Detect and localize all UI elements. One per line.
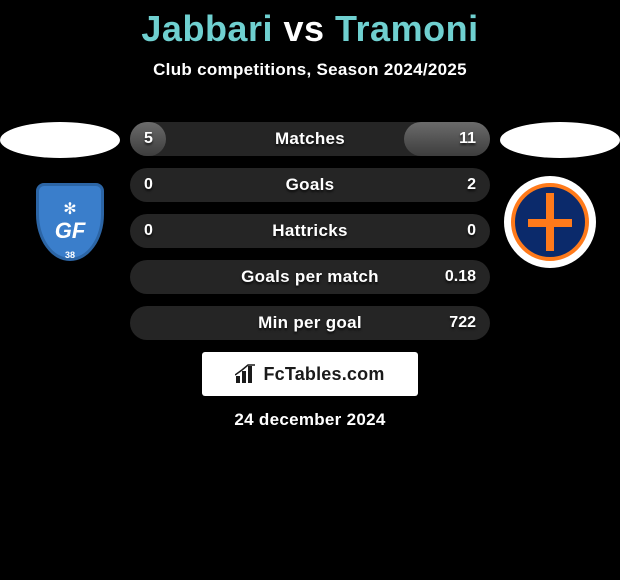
player1-silhouette bbox=[0, 122, 120, 158]
vs-text: vs bbox=[283, 8, 324, 49]
page-title: Jabbari vs Tramoni bbox=[0, 0, 620, 50]
stat-label: Goals per match bbox=[241, 267, 379, 287]
stat-value-left: 0 bbox=[144, 222, 153, 240]
stat-label: Goals bbox=[286, 175, 335, 195]
attribution-text: FcTables.com bbox=[263, 364, 384, 385]
stat-bars: 5 Matches 11 0 Goals 2 0 Hattricks 0 Goa… bbox=[130, 122, 490, 352]
stat-value-right: 11 bbox=[459, 130, 476, 148]
stat-label: Hattricks bbox=[272, 221, 347, 241]
player2-name: Tramoni bbox=[335, 8, 479, 49]
stat-value-right: 722 bbox=[449, 314, 476, 332]
stat-value-right: 0 bbox=[467, 222, 476, 240]
stat-bar: 0 Hattricks 0 bbox=[130, 214, 490, 248]
stat-value-left: 5 bbox=[144, 130, 153, 148]
stat-bar: Goals per match 0.18 bbox=[130, 260, 490, 294]
stat-value-left: 0 bbox=[144, 176, 153, 194]
player1-name: Jabbari bbox=[141, 8, 273, 49]
team-badge-right bbox=[504, 176, 596, 268]
stat-bar: Min per goal 722 bbox=[130, 306, 490, 340]
stat-value-right: 0.18 bbox=[445, 268, 476, 286]
stat-label: Matches bbox=[275, 129, 345, 149]
stat-label: Min per goal bbox=[258, 313, 362, 333]
bar-fill-right bbox=[404, 122, 490, 156]
tappara-axe-icon bbox=[511, 183, 589, 261]
stat-bar: 5 Matches 11 bbox=[130, 122, 490, 156]
attribution-box: FcTables.com bbox=[202, 352, 418, 396]
grenoble-shield-icon: ✻ GF 38 bbox=[36, 183, 104, 261]
bar-chart-icon bbox=[235, 364, 257, 384]
subtitle: Club competitions, Season 2024/2025 bbox=[0, 60, 620, 80]
team-badge-left: ✻ GF 38 bbox=[24, 176, 116, 268]
date-text: 24 december 2024 bbox=[234, 410, 385, 430]
badge-left-text: GF bbox=[55, 218, 86, 244]
player2-silhouette bbox=[500, 122, 620, 158]
snowflake-icon: ✻ bbox=[60, 200, 80, 220]
stat-value-right: 2 bbox=[467, 176, 476, 194]
stat-bar: 0 Goals 2 bbox=[130, 168, 490, 202]
badge-left-sub: 38 bbox=[65, 250, 75, 260]
